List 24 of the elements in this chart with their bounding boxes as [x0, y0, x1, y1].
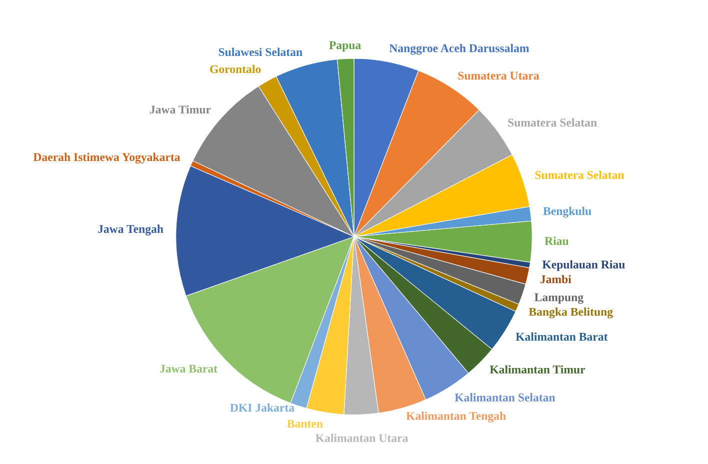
slice-label: Papua [329, 41, 361, 52]
slice-label: Kepulauan Riau [542, 260, 625, 271]
slice-label: Daerah Istimewa Yogyakarta [33, 152, 180, 164]
slice-label: Bengkulu [543, 206, 592, 218]
slice-label: Lampung [534, 293, 584, 304]
slice-label: Sumatera Selatan [508, 118, 597, 127]
slice-label: Jambi [540, 274, 572, 284]
slice-label: Nanggroe Aceh Darussalam [389, 44, 530, 55]
slice-label: Sulawesi Selatan [218, 48, 302, 56]
slice-label: Bangka Belitung [528, 307, 613, 318]
slice-label: Kalimantan Timur [490, 365, 586, 374]
slice-label: Banten [287, 420, 323, 428]
slice-label: Jawa Barat [160, 364, 218, 373]
slice-label: Sumatera Utara [458, 72, 540, 80]
slice-label: Kalimantan Utara [316, 434, 408, 442]
slice-label: Riau [544, 236, 568, 246]
slice-label: Kalimantan Selatan [454, 393, 556, 402]
slice-label: Kalimantan Tengah [406, 412, 506, 422]
slice-label: Jawa Tengah [98, 224, 164, 236]
slice-label: Sumatera Selatan [535, 170, 624, 180]
slice-label: Jawa Timur [150, 105, 211, 114]
slice-label: DKI Jakarta [230, 403, 294, 412]
slice-label: Kalimantan Barat [516, 332, 608, 341]
slice-label: Gorontalo [210, 64, 261, 74]
